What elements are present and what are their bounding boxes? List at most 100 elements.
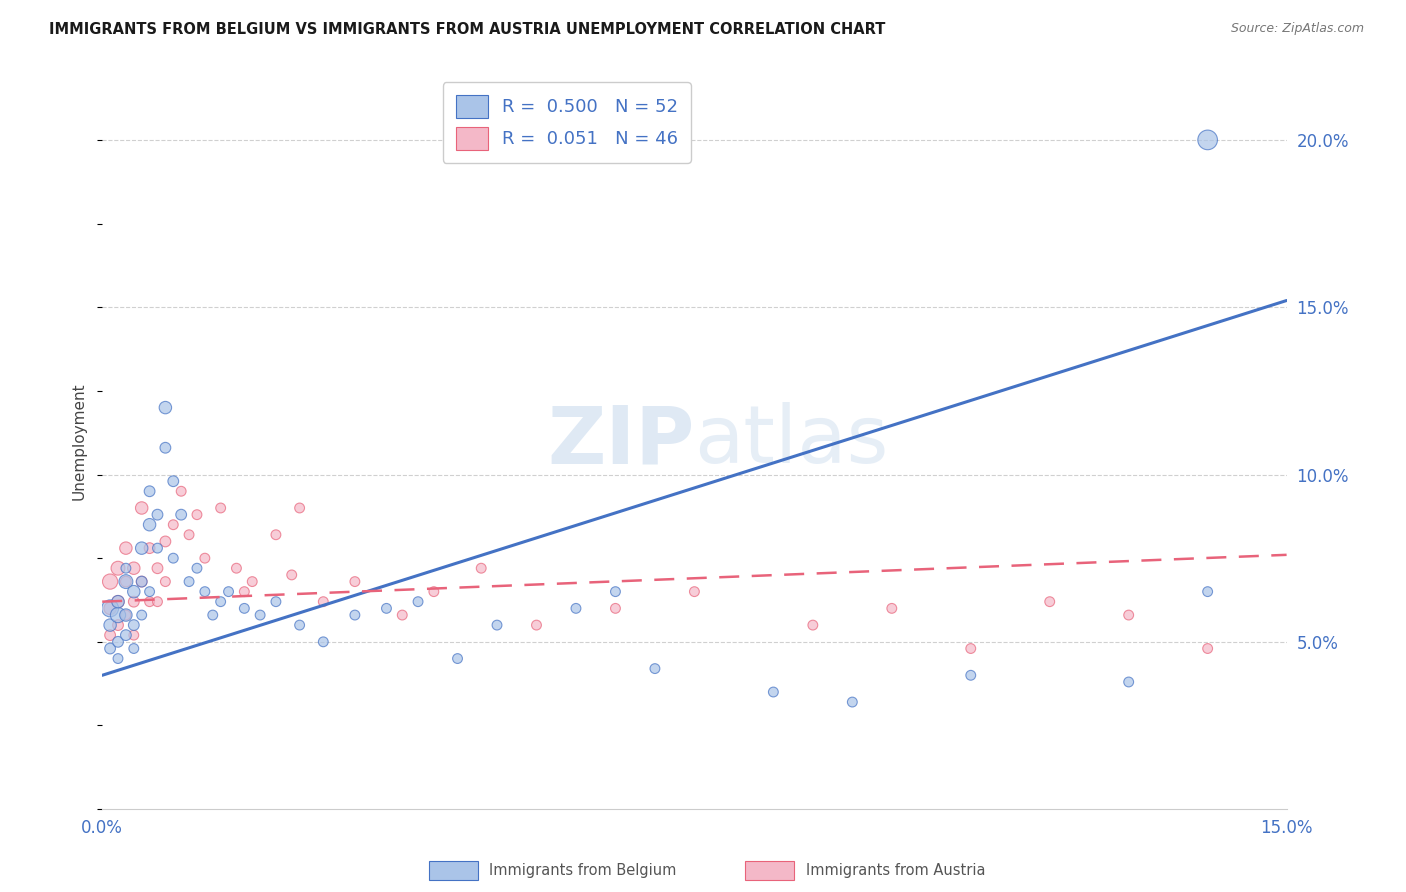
Point [526, 618, 548, 632]
Point [107, 608, 129, 623]
Point [565, 601, 588, 615]
Point [470, 561, 492, 575]
Point [391, 608, 413, 623]
Point [406, 595, 429, 609]
Point [312, 635, 335, 649]
Point [107, 618, 129, 632]
Point [115, 561, 138, 575]
Point [959, 668, 981, 682]
Point [115, 541, 138, 556]
Point [131, 574, 153, 589]
Point [177, 574, 200, 589]
Point [264, 527, 287, 541]
Point [209, 595, 232, 609]
Point [155, 441, 177, 455]
Point [155, 574, 177, 589]
Y-axis label: Unemployment: Unemployment [72, 383, 86, 500]
Point [107, 595, 129, 609]
Point [375, 601, 398, 615]
Point [107, 635, 129, 649]
Point [194, 584, 217, 599]
Point [312, 595, 335, 609]
Point [146, 561, 169, 575]
Point [146, 595, 169, 609]
Point [1118, 608, 1140, 623]
Point [841, 695, 863, 709]
Point [605, 584, 627, 599]
Point [201, 608, 224, 623]
Point [605, 601, 627, 615]
Point [107, 595, 129, 609]
Point [288, 618, 311, 632]
Point [155, 534, 177, 549]
Point [122, 584, 145, 599]
Point [138, 484, 160, 499]
Point [264, 595, 287, 609]
Point [177, 527, 200, 541]
Point [1118, 675, 1140, 690]
Point [233, 584, 256, 599]
Point [122, 618, 145, 632]
Point [138, 595, 160, 609]
Point [162, 517, 184, 532]
Point [644, 662, 666, 676]
Point [115, 628, 138, 642]
Point [131, 541, 153, 556]
Point [98, 628, 121, 642]
Text: IMMIGRANTS FROM BELGIUM VS IMMIGRANTS FROM AUSTRIA UNEMPLOYMENT CORRELATION CHAR: IMMIGRANTS FROM BELGIUM VS IMMIGRANTS FR… [49, 22, 886, 37]
Point [107, 561, 129, 575]
Point [98, 641, 121, 656]
Point [880, 601, 903, 615]
Point [762, 685, 785, 699]
Point [146, 508, 169, 522]
Point [155, 401, 177, 415]
Point [131, 500, 153, 515]
Point [115, 574, 138, 589]
Point [138, 517, 160, 532]
Point [801, 618, 824, 632]
Point [115, 608, 138, 623]
Point [98, 574, 121, 589]
Point [146, 541, 169, 556]
Point [225, 561, 247, 575]
Point [122, 628, 145, 642]
Point [122, 595, 145, 609]
Point [122, 641, 145, 656]
Point [683, 584, 706, 599]
Point [1039, 595, 1062, 609]
Point [485, 618, 508, 632]
Point [1197, 641, 1219, 656]
Point [115, 574, 138, 589]
Point [959, 641, 981, 656]
Point [107, 651, 129, 665]
Point [131, 574, 153, 589]
Point [162, 474, 184, 488]
Point [162, 551, 184, 566]
Point [170, 484, 193, 499]
Point [98, 618, 121, 632]
Point [209, 500, 232, 515]
Point [98, 601, 121, 615]
Point [249, 608, 271, 623]
Text: Source: ZipAtlas.com: Source: ZipAtlas.com [1230, 22, 1364, 36]
Point [186, 561, 208, 575]
Legend: R =  0.500   N = 52, R =  0.051   N = 46: R = 0.500 N = 52, R = 0.051 N = 46 [443, 82, 692, 162]
Point [131, 608, 153, 623]
Point [194, 551, 217, 566]
Point [98, 601, 121, 615]
Text: Immigrants from Austria: Immigrants from Austria [806, 863, 986, 878]
Point [423, 584, 446, 599]
Point [343, 608, 366, 623]
Text: ZIP: ZIP [547, 402, 695, 480]
Point [446, 651, 468, 665]
Point [280, 568, 302, 582]
Point [170, 508, 193, 522]
Point [233, 601, 256, 615]
Point [218, 584, 240, 599]
Point [186, 508, 208, 522]
Point [288, 500, 311, 515]
Point [138, 541, 160, 556]
Point [343, 574, 366, 589]
Point [1197, 584, 1219, 599]
Text: atlas: atlas [695, 402, 889, 480]
